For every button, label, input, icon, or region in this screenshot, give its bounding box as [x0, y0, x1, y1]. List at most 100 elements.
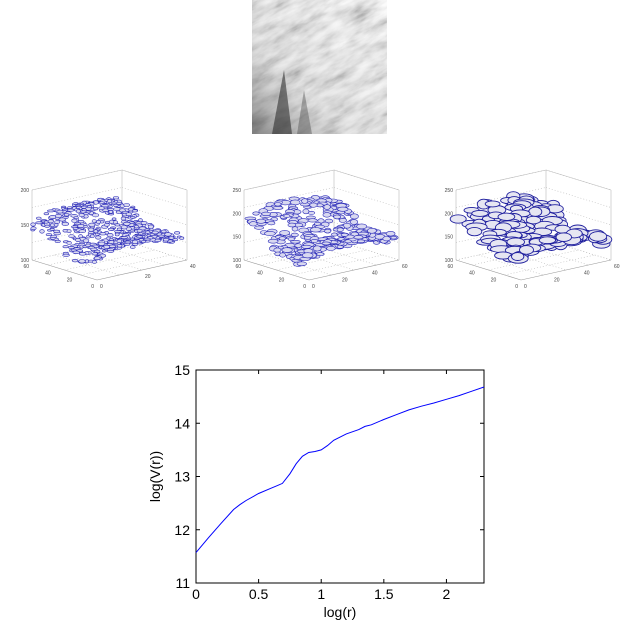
line-chart-svg: 0 0.5 1 1.5 2 11 12 13 14 15 log(r) log(V(r)) [147, 362, 485, 620]
surface-blobs [244, 195, 399, 267]
surface-blob [322, 212, 332, 218]
surface-blob [466, 226, 483, 237]
surface-blob [254, 225, 264, 230]
x-tick-label: 40 [190, 264, 196, 270]
surface-blob [111, 201, 117, 205]
surface-blob [310, 239, 318, 243]
surface-plot-fine: 100 150 200 0 20 40 0 20 40 60 [2, 150, 202, 310]
surface-blob [125, 212, 132, 216]
axis-ticks: 0 0.5 1 1.5 2 11 12 13 14 15 [174, 362, 484, 602]
z-tick-label: 150 [21, 223, 30, 229]
surface-blob [296, 261, 307, 267]
surface-blob [256, 218, 266, 224]
surface-blob [35, 221, 43, 225]
surface-blob [30, 226, 37, 231]
surface-blob [337, 206, 349, 212]
surface-plot-coarse: 100 150 200 250 0 20 40 60 0 20 40 60 [426, 150, 626, 310]
surface-blob [519, 245, 534, 255]
surface-blob [107, 227, 115, 231]
surface-blob [356, 223, 368, 230]
surface-blob [274, 202, 282, 207]
surface-blob [340, 232, 349, 237]
surface-blob [484, 200, 501, 208]
surface-blob [525, 215, 542, 225]
surface-blob [261, 211, 271, 217]
surface-blob [116, 244, 123, 248]
surface-blob [63, 213, 70, 217]
surface-blob [44, 224, 51, 228]
surface-blob [47, 209, 55, 213]
surface-blob [107, 199, 112, 204]
surface-blob [555, 232, 572, 242]
surface-blob [273, 247, 282, 253]
surface-blob [324, 218, 334, 224]
surface-blob [162, 237, 170, 242]
surface-blob [179, 236, 185, 240]
surface-blob [326, 246, 336, 251]
surface-blob [129, 216, 136, 219]
surface-blob [112, 196, 120, 200]
z-tick-label: 100 [233, 258, 242, 264]
surface-blob [78, 234, 83, 239]
surface-blob [336, 227, 344, 232]
surface-blob [134, 224, 139, 229]
surface-blob [53, 229, 61, 233]
surface-blob [349, 213, 359, 220]
surface-blob [77, 224, 85, 228]
surface-blob [36, 216, 42, 220]
y-tick-label: 12 [174, 522, 190, 538]
surface-blob [92, 252, 98, 256]
surface-blob [78, 229, 87, 233]
y-tick-label: 14 [174, 415, 190, 431]
surface-blob [307, 218, 318, 223]
surface-blob [93, 256, 101, 260]
surface-blob [88, 222, 96, 227]
surface-blob [90, 247, 98, 251]
surface-blob [120, 236, 128, 239]
surface-blob [323, 228, 332, 234]
surface-blob [93, 229, 99, 234]
surface-blob [93, 206, 99, 211]
surface-blob [249, 221, 258, 227]
surface-blob [145, 230, 151, 234]
surface-blob [321, 241, 331, 246]
surface-blob [309, 202, 318, 208]
surface-blob [333, 214, 341, 220]
y-tick-label: 40 [469, 271, 475, 277]
surface-blob [50, 235, 58, 239]
surface-blob [267, 238, 279, 244]
x-tick-label: 2 [443, 586, 451, 602]
x-tick-label: 20 [145, 274, 151, 280]
surface-blob [49, 223, 55, 227]
x-tick-label: 1.5 [374, 586, 394, 602]
surface-blob [75, 238, 81, 243]
surface-blob [72, 258, 79, 263]
surface-blob [302, 208, 310, 215]
surface-blob [538, 236, 557, 245]
log-log-line-chart: 0 0.5 1 1.5 2 11 12 13 14 15 log(r) log(V(r)) [140, 352, 500, 622]
surface-blob [98, 241, 106, 246]
surface-blob [323, 204, 331, 210]
z-tick-label: 200 [21, 188, 30, 194]
surface-blob [301, 198, 309, 204]
surface-blob [62, 245, 69, 249]
surface-blob [98, 206, 105, 211]
surface-blob [174, 231, 181, 235]
z-tick-label: 150 [445, 235, 454, 241]
surface-blob [279, 252, 286, 258]
z-tick-label: 250 [233, 188, 242, 194]
surface-blob [39, 229, 45, 234]
surface-blob [301, 252, 314, 259]
surface-blob [83, 214, 89, 219]
surface-blob [294, 243, 302, 248]
surface-blob [132, 239, 139, 244]
surface-blob [114, 223, 121, 227]
surface-blob [151, 230, 159, 235]
surface-blob [161, 229, 167, 234]
surface-blob [301, 244, 312, 249]
x-axis-label: log(r) [324, 604, 357, 620]
surface-blob [136, 228, 143, 233]
surface-blob [317, 218, 325, 224]
surface-blob [136, 235, 144, 239]
surface-blob [85, 243, 91, 247]
